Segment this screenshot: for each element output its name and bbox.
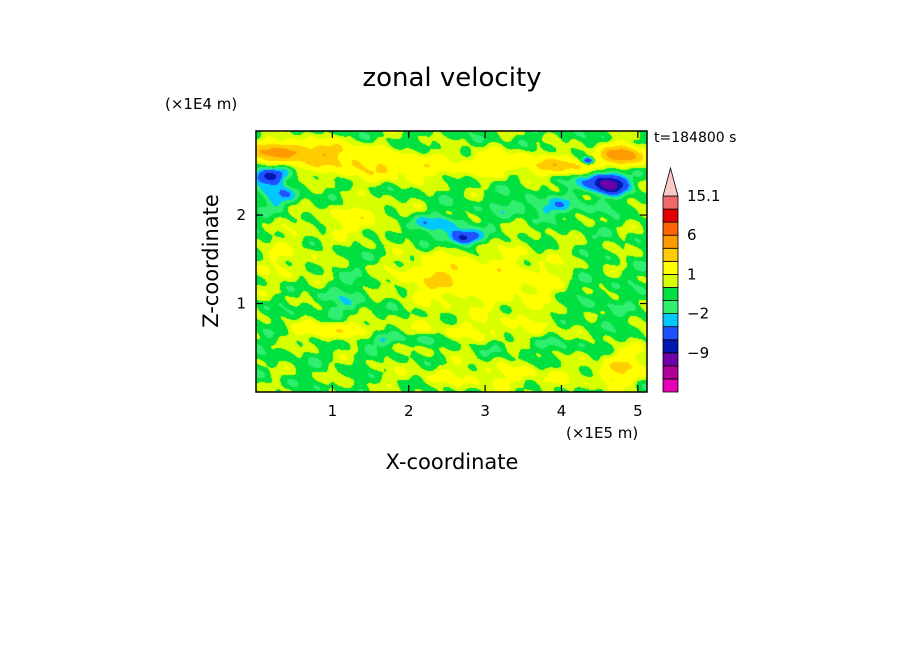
colorbar-bin-8 <box>662 273 679 288</box>
y-scale-label: (×1E4 m) <box>165 95 237 113</box>
x-tick-label-3: 4 <box>557 402 567 420</box>
colorbar-bin-11 <box>662 234 679 249</box>
colorbar-label-1: 6 <box>687 226 697 244</box>
colorbar-bin-13 <box>662 208 679 223</box>
colorbar-labels: 15.1 6 1 −2 −9 <box>687 187 720 362</box>
colorbar-bin-10 <box>662 247 679 262</box>
colorbar-bin-0 <box>662 378 679 393</box>
colorbar-label-3: −2 <box>687 305 709 323</box>
plot-frame <box>255 130 648 393</box>
colorbar-bin-6 <box>662 300 679 314</box>
x-tick-label-0: 1 <box>328 402 338 420</box>
chart-title: zonal velocity <box>362 63 541 93</box>
colorbar-bin-7 <box>662 287 679 301</box>
colorbar-bin-14 <box>662 195 679 210</box>
colorbar-bin-2 <box>662 352 679 367</box>
x-tick-label-4: 5 <box>633 402 643 420</box>
y-tick-label-0: 1 <box>236 295 246 313</box>
y-tick-label-1: 2 <box>236 206 246 224</box>
y-axis-ticks: 12 <box>236 206 647 313</box>
x-tick-label-2: 3 <box>480 402 490 420</box>
colorbar-extend-triangle <box>662 166 679 197</box>
x-scale-label: (×1E5 m) <box>566 424 638 442</box>
x-axis-title: X-coordinate <box>386 450 519 474</box>
x-axis-ticks: 1 2 3 4 5 <box>328 131 643 420</box>
colorbar-label-0: 15.1 <box>687 187 720 205</box>
colorbar-label-2: 1 <box>687 265 697 283</box>
colorbar-bin-1 <box>662 365 679 380</box>
colorbar <box>662 166 679 393</box>
colorbar-bin-5 <box>662 313 679 328</box>
colorbar-bin-9 <box>662 260 679 275</box>
colorbar-bin-3 <box>662 339 679 354</box>
y-axis-title: Z-coordinate <box>199 194 223 328</box>
x-tick-label-1: 2 <box>404 402 414 420</box>
colorbar-bin-4 <box>662 326 679 341</box>
heatmap-plot-area <box>255 130 648 393</box>
velocity-field-canvas <box>256 131 647 392</box>
colorbar-bin-12 <box>662 221 679 236</box>
time-label: t=184800 s <box>654 130 736 146</box>
colorbar-label-4: −9 <box>687 344 709 362</box>
